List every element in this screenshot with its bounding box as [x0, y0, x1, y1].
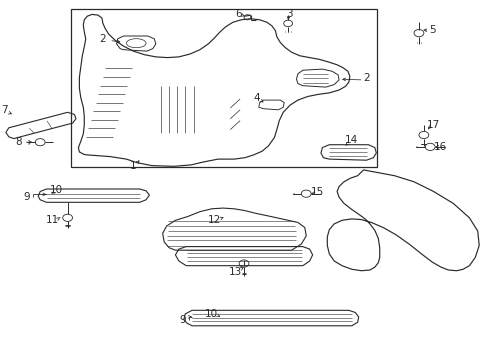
- Text: 1: 1: [130, 161, 137, 171]
- Text: 4: 4: [253, 93, 260, 103]
- Text: 8: 8: [15, 137, 22, 147]
- Text: 14: 14: [345, 135, 359, 145]
- Text: 10: 10: [50, 185, 63, 195]
- Text: 11: 11: [46, 215, 60, 225]
- Text: 5: 5: [429, 24, 436, 35]
- Text: 6: 6: [235, 9, 242, 19]
- Text: 15: 15: [311, 186, 324, 197]
- Text: 17: 17: [427, 120, 441, 130]
- Text: 2: 2: [363, 73, 370, 84]
- Text: 7: 7: [1, 105, 8, 115]
- Text: 10: 10: [205, 309, 218, 319]
- Text: 9: 9: [24, 192, 30, 202]
- Text: 3: 3: [286, 9, 293, 19]
- Text: 13: 13: [228, 267, 242, 277]
- Text: 2: 2: [99, 34, 106, 44]
- Text: 9: 9: [179, 315, 186, 325]
- Text: 16: 16: [433, 142, 447, 152]
- Text: 12: 12: [208, 215, 221, 225]
